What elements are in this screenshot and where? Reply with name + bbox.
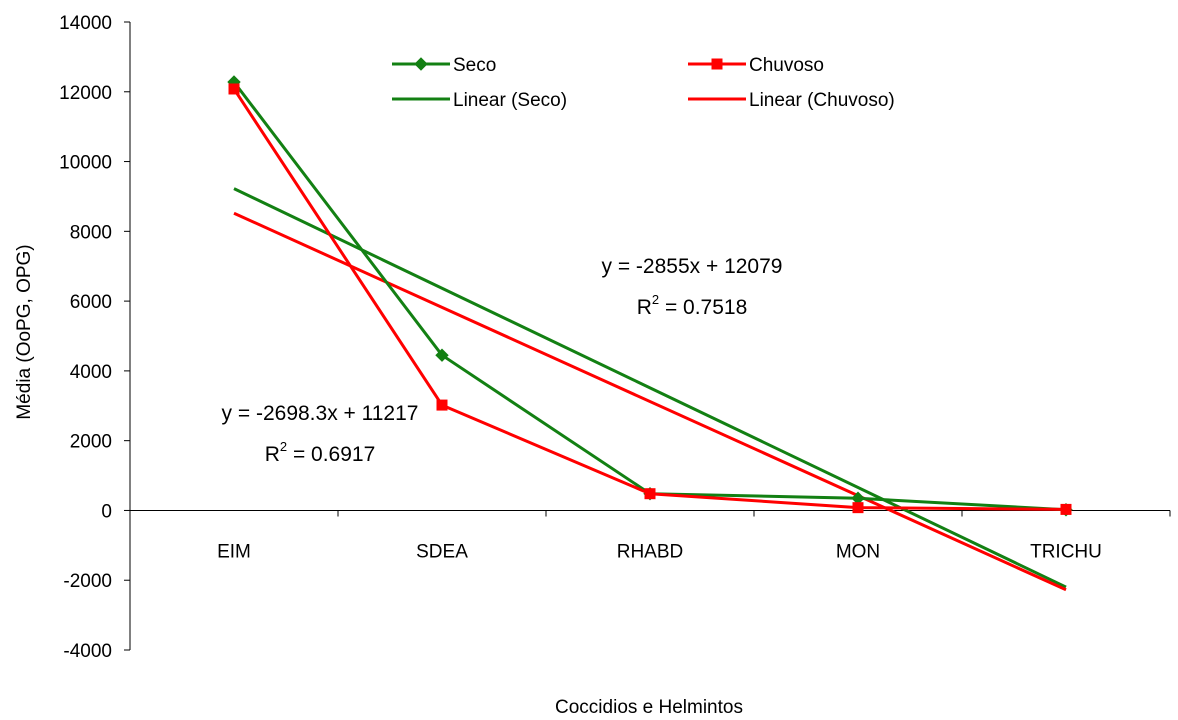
data-point-chuvoso bbox=[1060, 503, 1072, 515]
data-point-chuvoso bbox=[852, 502, 864, 514]
trendline-chuvoso bbox=[233, 211, 1067, 592]
y-tick-label: 8000 bbox=[70, 222, 112, 243]
x-tick-label: MON bbox=[836, 541, 880, 562]
r2-value: = 0.7518 bbox=[659, 296, 747, 319]
y-tick-label: -4000 bbox=[63, 641, 112, 662]
legend-marker-chuvoso bbox=[711, 58, 723, 70]
trendline-equation-seco: y = -2855x + 12079 bbox=[602, 255, 783, 278]
x-tick-label: EIM bbox=[217, 541, 251, 562]
data-point-chuvoso bbox=[228, 83, 240, 95]
y-tick-label: 4000 bbox=[70, 362, 112, 383]
y-tick-label: 0 bbox=[101, 501, 112, 522]
y-axis-ticks: -4000 -2000 0 2000 4000 6000 8000 10000 12000 140… bbox=[59, 13, 130, 662]
y-tick-label: 6000 bbox=[70, 292, 112, 313]
y-tick-label: 10000 bbox=[59, 153, 112, 174]
trendlines bbox=[233, 187, 1067, 592]
data-point-chuvoso bbox=[644, 488, 656, 500]
legend-marker-seco bbox=[414, 57, 428, 71]
r2-superscript: 2 bbox=[652, 292, 659, 307]
x-tick-label: RHABD bbox=[617, 541, 684, 562]
y-tick-label: -2000 bbox=[63, 571, 112, 592]
y-axis-title: Média (OoPG, OPG) bbox=[14, 244, 35, 419]
y-tick-label: 12000 bbox=[59, 83, 112, 104]
y-tick-label: 2000 bbox=[70, 432, 112, 453]
legend-label-seco: Seco bbox=[453, 55, 496, 76]
trendline-r2-seco: R2 = 0.7518 bbox=[637, 292, 748, 319]
x-axis-title: Coccidios e Helmintos bbox=[555, 697, 743, 718]
axes bbox=[129, 22, 1170, 650]
trendline-equation-chuvoso: y = -2698.3x + 11217 bbox=[222, 402, 419, 425]
x-tick-label: TRICHU bbox=[1030, 541, 1102, 562]
r2-prefix: R bbox=[265, 443, 280, 466]
trendline-seco bbox=[233, 187, 1067, 589]
data-point-seco bbox=[435, 348, 449, 362]
legend-label-linear-chuvoso: Linear (Chuvoso) bbox=[749, 90, 895, 111]
x-tick-label: SDEA bbox=[416, 541, 468, 562]
trendline-r2-chuvoso: R2 = 0.6917 bbox=[265, 439, 376, 466]
legend-label-chuvoso: Chuvoso bbox=[749, 55, 824, 76]
legend-label-linear-seco: Linear (Seco) bbox=[453, 90, 567, 111]
x-axis-ticks: EIM SDEA RHABD MON TRICHU bbox=[129, 510, 1171, 562]
r2-value: = 0.6917 bbox=[287, 443, 375, 466]
r2-prefix: R bbox=[637, 296, 652, 319]
legend: Seco Chuvoso Linear (Seco) Linear (Chuvoso) bbox=[392, 55, 895, 111]
r2-superscript: 2 bbox=[280, 439, 287, 454]
series-lines bbox=[227, 75, 1073, 517]
y-tick-label: 14000 bbox=[59, 13, 112, 34]
data-point-chuvoso bbox=[436, 399, 448, 411]
